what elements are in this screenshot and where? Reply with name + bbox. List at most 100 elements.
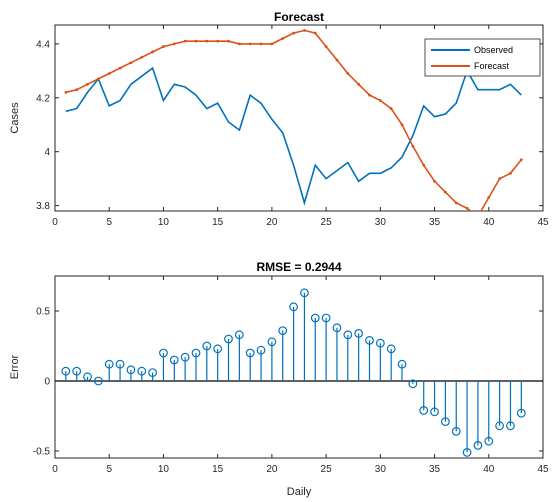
error-stem-marker (484, 436, 494, 446)
forecast-y-tick-label: 4.2 (36, 93, 50, 104)
error-stem-marker (148, 368, 158, 378)
forecast-x-tick-label: 25 (321, 217, 333, 228)
error-stem-marker (224, 334, 233, 344)
error-stem-marker (267, 337, 277, 347)
forecast-x-tick-label: 0 (52, 217, 58, 228)
forecast-axes: 0 5 10 15 20 25 30 35 40 45 3.8 4 4.2 4.4 Forecast C… (9, 10, 549, 228)
error-stem-marker (61, 366, 71, 376)
error-stem-marker (202, 341, 212, 351)
error-x-tick-label: 40 (483, 464, 495, 475)
error-stem-marker (365, 336, 374, 345)
forecast-point (107, 72, 111, 75)
legend-label-forecast: Forecast (474, 61, 510, 71)
error-stem-marker (126, 365, 136, 375)
forecast-point (519, 158, 523, 162)
error-x-ticks: 0 5 10 15 20 25 30 35 40 45 (52, 276, 549, 475)
error-stem-marker (430, 407, 439, 417)
error-plot-area (54, 275, 544, 459)
error-stem-marker (83, 372, 92, 382)
error-axes: 0 5 10 15 20 25 30 35 40 45 -0.500.5 RMSE = 0.294… (9, 260, 549, 498)
error-stem-marker (234, 330, 244, 340)
error-stem-marker (72, 366, 82, 376)
legend-label-observed: Observed (474, 45, 513, 55)
forecast-point (86, 82, 89, 86)
error-stem-marker (93, 376, 103, 386)
forecast-title: Forecast (274, 10, 324, 24)
error-stem-marker (343, 330, 353, 340)
forecast-point (433, 179, 436, 183)
forecast-point (129, 61, 133, 65)
forecast-point (237, 42, 241, 46)
error-stem-marker (278, 326, 288, 336)
forecast-y-tick-label: 4.4 (36, 39, 50, 50)
forecast-point (335, 58, 339, 62)
error-y-tick-label: 0 (44, 377, 50, 388)
forecast-x-tick-label: 35 (429, 217, 441, 228)
error-stem-marker (495, 421, 505, 431)
error-stem-marker (386, 344, 396, 354)
error-stem-marker (191, 348, 201, 358)
forecast-point (172, 42, 176, 46)
forecast-point (400, 123, 404, 127)
forecast-point (411, 144, 415, 148)
forecast-point (183, 39, 187, 43)
error-x-tick-label: 20 (266, 464, 278, 475)
forecast-x-tick-label: 30 (375, 217, 387, 228)
error-x-tick-label: 15 (212, 464, 224, 475)
error-stem-marker (451, 427, 461, 436)
error-x-tick-label: 10 (158, 464, 170, 475)
forecast-x-tick-label: 40 (483, 217, 495, 228)
error-x-axis-label: Daily (287, 486, 312, 498)
error-stem-marker (289, 302, 298, 312)
forecast-point (205, 39, 209, 43)
error-stem-marker (354, 329, 364, 338)
forecast-point (96, 77, 100, 81)
forecast-point (368, 93, 371, 97)
forecast-x-tick-label: 20 (266, 217, 278, 228)
error-stem-marker (256, 345, 266, 355)
series-line-observed (65, 66, 522, 206)
forecast-point (509, 171, 512, 175)
forecast-x-tick-label: 5 (106, 217, 112, 228)
forecast-point (259, 42, 263, 46)
forecast-y-axis-label: Cases (9, 102, 21, 134)
forecast-point (444, 190, 447, 194)
forecast-point (357, 82, 361, 86)
forecast-point (151, 50, 155, 54)
error-stem-marker (104, 359, 114, 369)
error-stem-marker (115, 359, 125, 369)
forecast-point (465, 206, 469, 210)
forecast-y-tick-label: 4 (44, 147, 50, 158)
forecast-point (64, 90, 68, 94)
forecast-legend: Observed Forecast (424, 38, 541, 77)
error-stem-marker (462, 448, 472, 457)
error-stems (55, 288, 543, 457)
forecast-point (227, 39, 230, 43)
forecast-y-ticks: 3.8 4 4.2 4.4 (36, 39, 543, 212)
error-x-tick-label: 45 (537, 464, 549, 475)
error-stem-marker (180, 352, 190, 362)
error-stem-marker (332, 323, 342, 333)
forecast-point (281, 37, 285, 40)
forecast-point (118, 66, 122, 70)
forecast-point (270, 42, 274, 46)
error-x-tick-label: 5 (106, 464, 112, 475)
error-y-axis-label: Error (9, 354, 21, 379)
error-stem-marker (245, 348, 255, 358)
error-x-tick-label: 0 (52, 464, 58, 475)
forecast-point (75, 88, 79, 92)
error-x-tick-label: 35 (429, 464, 441, 475)
forecast-point (487, 196, 491, 199)
forecast-point (498, 177, 502, 181)
error-title: RMSE = 0.2944 (256, 260, 341, 274)
error-stem-marker (408, 379, 418, 389)
error-x-tick-label: 25 (321, 464, 333, 475)
forecast-point (346, 72, 350, 75)
forecast-x-tick-label: 45 (537, 217, 549, 228)
forecast-point (422, 163, 426, 167)
forecast-point (389, 107, 393, 110)
forecast-series-lines (64, 28, 523, 211)
error-stem-marker (169, 355, 179, 365)
error-stem-marker (397, 359, 407, 369)
